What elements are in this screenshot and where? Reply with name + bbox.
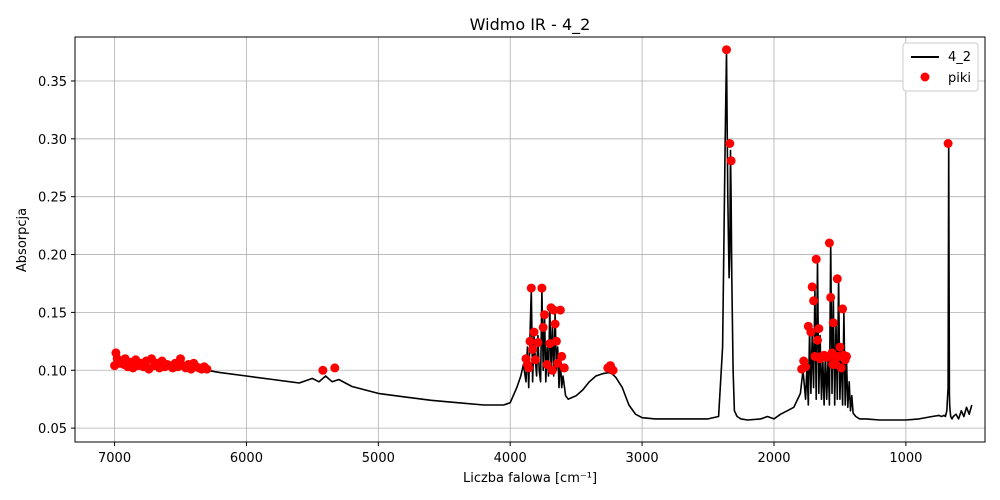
peak-marker <box>725 139 735 148</box>
peak-marker <box>555 305 565 315</box>
peak-marker <box>176 354 185 364</box>
x-tick-label: 4000 <box>494 451 527 466</box>
peak-marker <box>551 336 561 346</box>
x-tick-label: 7000 <box>98 451 131 466</box>
peak-marker <box>529 327 539 337</box>
peak-marker <box>806 327 816 337</box>
legend-label-peaks: piki <box>948 71 971 86</box>
peak-marker <box>835 342 845 352</box>
x-axis-ticks: 7000 6000 5000 4000 3000 2000 1000 <box>98 442 922 466</box>
y-tick-label: 0.25 <box>38 191 67 206</box>
legend-label-series: 4_2 <box>948 50 971 65</box>
x-tick-label: 5000 <box>362 451 395 466</box>
spectrum-line <box>114 51 973 421</box>
peak-marker <box>838 304 848 314</box>
peak-marker <box>526 283 536 293</box>
series-layer <box>110 45 973 421</box>
peak-marker <box>550 319 560 329</box>
y-tick-label: 0.15 <box>38 306 67 321</box>
peak-marker <box>530 355 540 365</box>
peak-marker <box>801 362 811 372</box>
plot-frame <box>74 36 986 443</box>
peak-marker <box>524 363 534 373</box>
peak-marker <box>828 318 838 328</box>
y-tick-label: 0.35 <box>38 75 67 90</box>
peak-marker <box>549 305 559 315</box>
peak-marker <box>814 324 824 334</box>
y-tick-label: 0.05 <box>38 422 67 437</box>
peak-marker <box>811 254 821 264</box>
peak-marker <box>525 336 535 346</box>
x-tick-label: 2000 <box>757 451 790 466</box>
peak-marker <box>202 364 212 374</box>
peak-marker <box>832 274 842 284</box>
legend-marker-swatch <box>920 72 930 82</box>
peak-marker <box>547 365 557 375</box>
peak-marker <box>559 363 569 373</box>
y-tick-label: 0.10 <box>38 364 67 379</box>
peak-marker <box>330 363 340 373</box>
peak-marker <box>824 238 834 248</box>
peak-marker <box>813 335 822 345</box>
y-axis-ticks: 0.05 0.10 0.15 0.20 0.25 0.30 0.35 <box>38 75 75 437</box>
chart-title: Widmo IR - 4_2 <box>470 15 591 35</box>
peak-marker <box>809 296 819 306</box>
legend: 4_2 piki <box>902 42 979 92</box>
peak-marker <box>722 45 731 55</box>
peak-marker <box>608 365 618 375</box>
peak-marker <box>807 282 817 292</box>
peak-marker <box>537 283 547 293</box>
peak-marker <box>528 344 538 354</box>
peak-marker <box>533 338 543 347</box>
peak-marker <box>557 351 567 361</box>
peak-marker <box>842 351 851 361</box>
peak-marker <box>553 358 563 368</box>
x-tick-label: 1000 <box>889 451 922 466</box>
x-tick-label: 3000 <box>626 451 659 466</box>
peak-marker <box>542 360 552 369</box>
peak-marker <box>943 139 953 148</box>
peak-marker <box>726 156 736 166</box>
x-tick-label: 6000 <box>230 451 263 466</box>
x-axis-label: Liczba falowa [cm⁻¹] <box>463 471 597 486</box>
peak-marker <box>318 365 328 375</box>
y-tick-label: 0.20 <box>38 249 67 264</box>
peak-marker <box>540 310 549 320</box>
peak-marker <box>538 322 548 332</box>
y-axis-label: Absorpcja <box>15 208 30 272</box>
peak-marker <box>826 292 836 302</box>
peak-marker <box>836 363 846 373</box>
y-tick-label: 0.30 <box>38 133 67 148</box>
